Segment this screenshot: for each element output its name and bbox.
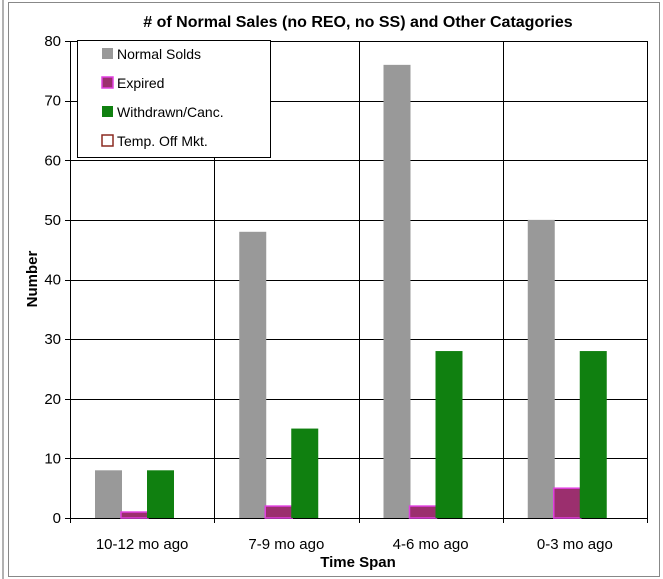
bars <box>95 64 607 519</box>
bar-normal-solds <box>527 219 555 518</box>
legend: Normal Solds Expired Withdrawn/Canc. Tem… <box>77 40 271 158</box>
x-tick-label: 4-6 mo ago <box>393 536 469 553</box>
bar-expired <box>408 505 438 519</box>
bar-normal-solds <box>95 470 122 518</box>
y-tick-label: 40 <box>44 272 61 289</box>
bar-withdrawn <box>579 351 607 518</box>
legend-label-withdrawn: Withdrawn/Canc. <box>117 104 224 120</box>
bar-expired <box>553 487 582 519</box>
bar-withdrawn <box>147 470 174 518</box>
bar-expired <box>120 511 149 519</box>
bar-normal-solds <box>383 64 411 518</box>
bar-expired <box>264 505 293 519</box>
bar-withdrawn <box>291 428 319 518</box>
x-tick-label: 10-12 mo ago <box>96 536 189 553</box>
y-tick-label: 70 <box>44 93 61 110</box>
y-tick-label: 50 <box>44 212 61 229</box>
chart-title: # of Normal Sales (no REO, no SS) and Ot… <box>143 14 573 31</box>
legend-label-temp-off-mkt: Temp. Off Mkt. <box>117 133 208 149</box>
x-tick-label: 0-3 mo ago <box>537 536 613 553</box>
y-tick-label: 0 <box>53 510 61 527</box>
y-tick-label: 10 <box>44 450 61 467</box>
y-tick-labels: 0 10 20 30 40 50 60 70 80 <box>44 33 61 527</box>
legend-label-expired: Expired <box>117 75 164 91</box>
legend-label-normal-solds: Normal Solds <box>117 46 201 62</box>
x-tick-labels: 10-12 mo ago 7-9 mo ago 4-6 mo ago 0-3 mo a… <box>96 536 613 553</box>
legend-swatch-withdrawn <box>102 106 113 117</box>
legend-swatch-temp-off-mkt <box>101 134 114 147</box>
y-axis-title: Number <box>24 251 41 308</box>
x-tick-label: 7-9 mo ago <box>248 536 324 553</box>
x-axis-title: Time Span <box>320 554 396 571</box>
y-tick-label: 60 <box>44 152 61 169</box>
y-tick-label: 20 <box>44 391 61 408</box>
bar-withdrawn <box>435 351 463 518</box>
y-tick-label: 30 <box>44 331 61 348</box>
legend-swatch-expired <box>101 76 114 89</box>
y-tick-label: 80 <box>44 33 61 50</box>
bar-normal-solds <box>239 231 267 519</box>
legend-swatch-normal-solds <box>102 48 113 59</box>
